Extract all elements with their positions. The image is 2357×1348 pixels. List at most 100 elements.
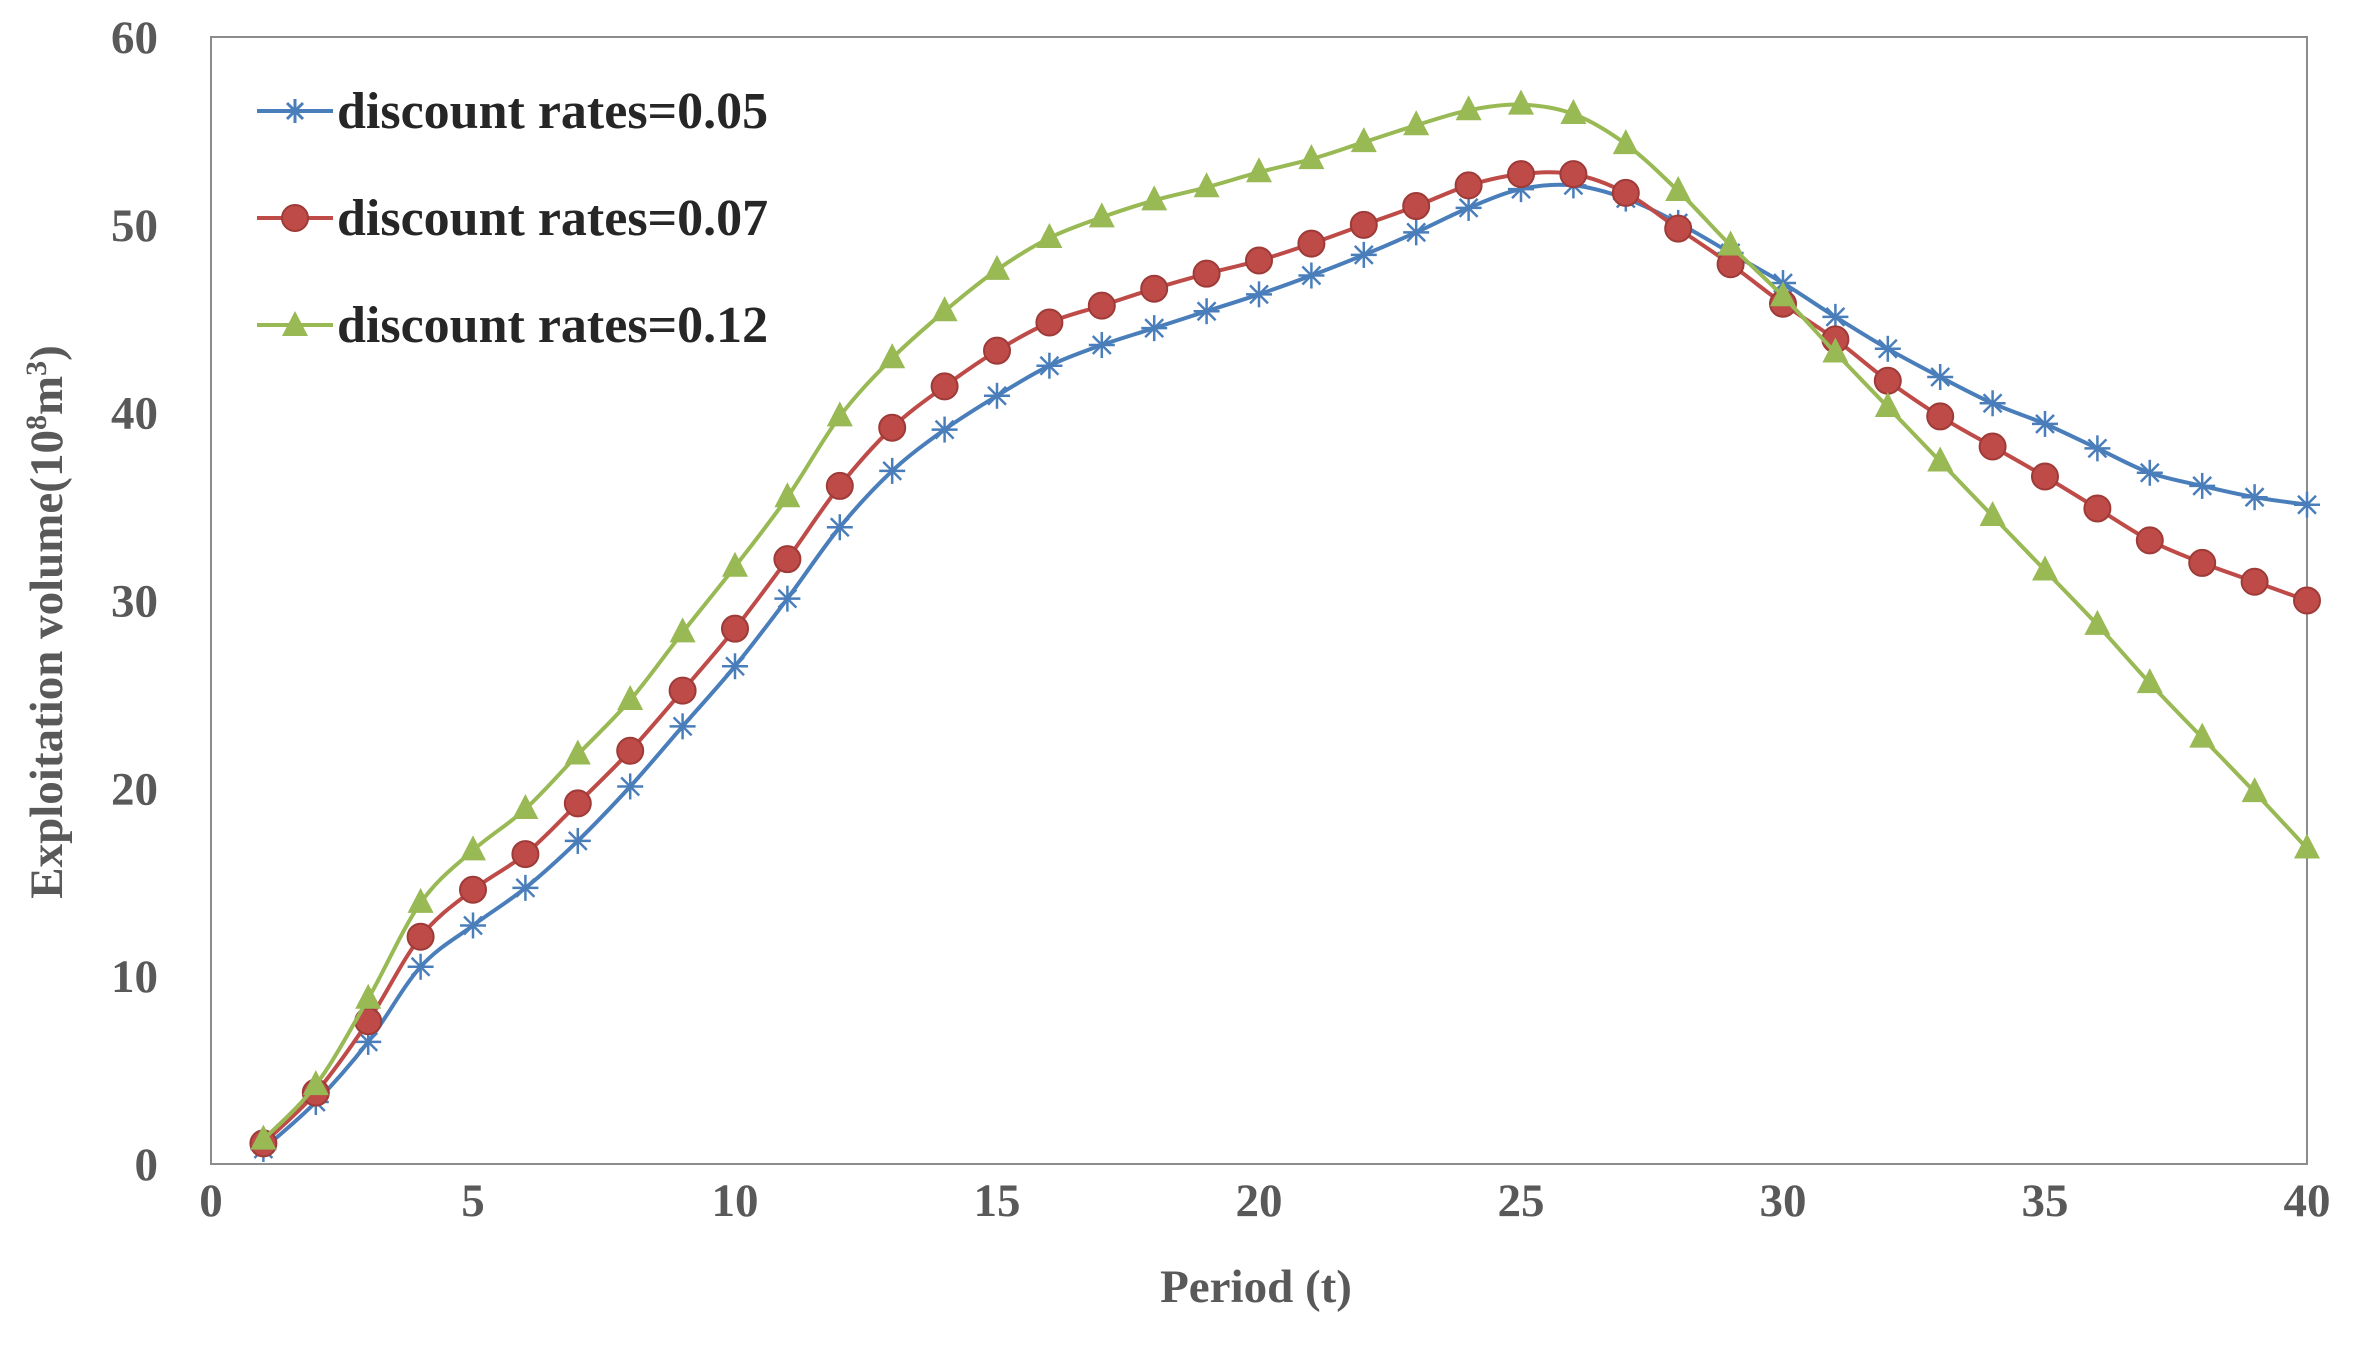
data-point [931, 296, 958, 322]
data-point [669, 713, 696, 740]
series-group [249, 89, 2321, 1162]
data-point [616, 736, 645, 765]
legend-marker-triangle [282, 311, 308, 336]
data-point [984, 254, 1010, 280]
data-point [1717, 230, 1744, 256]
data-point [984, 382, 1010, 409]
data-point [1664, 214, 1693, 243]
data-point [1298, 144, 1325, 170]
legend-label: discount rates=0.12 [337, 297, 768, 354]
legend-label: discount rates=0.07 [337, 190, 768, 247]
x-tick-label: 20 [1236, 1175, 1283, 1227]
legend-item-2: discount rates=0.12 [257, 297, 768, 354]
data-point [617, 773, 644, 800]
data-point [2294, 491, 2320, 518]
data-point [1612, 129, 1639, 155]
data-point [1035, 308, 1064, 337]
data-point [1350, 127, 1377, 153]
legend-marker-circle [281, 204, 309, 232]
data-point [2136, 668, 2163, 694]
x-tick-label: 0 [199, 1175, 223, 1227]
plot-area [210, 36, 2308, 1165]
y-tick-label: 30 [111, 576, 158, 628]
data-point [355, 983, 382, 1009]
data-point [826, 401, 853, 427]
data-point [406, 922, 435, 951]
data-point [826, 514, 853, 541]
data-point [1822, 337, 1849, 363]
data-point [1087, 291, 1116, 320]
data-point [983, 336, 1011, 365]
data-point [668, 676, 697, 705]
y-tick-label: 0 [135, 1139, 159, 1191]
data-point [2135, 526, 2164, 555]
data-point [1978, 432, 2007, 461]
x-tick-label: 35 [2022, 1175, 2069, 1227]
series-triangle [250, 89, 2320, 1150]
y-axis-title: Exploitation volume(108m3) [20, 345, 73, 899]
data-point [1770, 281, 1796, 307]
y-tick-label: 10 [111, 951, 158, 1003]
data-point [407, 887, 434, 913]
y-tick-label: 60 [111, 12, 158, 64]
data-point [2084, 609, 2111, 635]
data-point [1350, 241, 1377, 268]
x-tick-label: 10 [712, 1175, 759, 1227]
data-point [1088, 332, 1115, 359]
data-point [2189, 472, 2216, 499]
data-point [1508, 89, 1534, 115]
data-point [2241, 484, 2268, 511]
data-point [1454, 171, 1483, 200]
data-point [1245, 246, 1273, 275]
data-point [2083, 494, 2112, 523]
data-point [1349, 210, 1378, 239]
data-point [1403, 219, 1430, 246]
data-point [2031, 462, 2059, 491]
data-point [250, 1124, 277, 1150]
data-point [1979, 500, 2006, 526]
data-point [1874, 335, 1901, 362]
data-point [1192, 259, 1221, 288]
x-tick-label: 15 [974, 1175, 1021, 1227]
data-point [774, 482, 801, 508]
data-point [930, 372, 959, 401]
data-point [879, 343, 906, 369]
y-tick-label: 50 [111, 200, 158, 252]
data-point [669, 617, 696, 643]
data-point [1979, 390, 2006, 417]
data-point [2032, 555, 2058, 581]
data-point [1927, 363, 1954, 390]
x-tick-label: 30 [1760, 1175, 1807, 1227]
data-point [2240, 567, 2269, 596]
data-point [407, 953, 434, 980]
data-point [1141, 315, 1168, 342]
y-tick-label: 40 [111, 388, 158, 440]
data-point [1088, 202, 1115, 228]
data-point [460, 835, 486, 861]
data-point [511, 840, 540, 869]
data-point [721, 614, 749, 643]
data-point [2241, 777, 2268, 803]
data-point [512, 874, 539, 901]
data-point [563, 789, 592, 818]
x-axis-title: Period (t) [1160, 1261, 1352, 1313]
data-point [1873, 366, 1902, 395]
data-point [459, 875, 487, 904]
legend-item-0: discount rates=0.05 [257, 83, 768, 140]
x-tick-label: 25 [1498, 1175, 1545, 1227]
data-point [773, 545, 802, 574]
data-point [1193, 298, 1220, 325]
data-point [1297, 229, 1326, 258]
data-point [1036, 222, 1063, 248]
legend-label: discount rates=0.05 [337, 83, 768, 140]
legend-item-1: discount rates=0.07 [257, 190, 768, 247]
data-point [1507, 160, 1535, 189]
data-point [302, 1070, 329, 1096]
y-tick-label: 20 [111, 763, 158, 815]
data-point [2293, 586, 2321, 615]
data-point [1927, 446, 1954, 472]
data-point [2294, 833, 2320, 859]
data-point [878, 413, 907, 442]
data-point [564, 827, 591, 854]
